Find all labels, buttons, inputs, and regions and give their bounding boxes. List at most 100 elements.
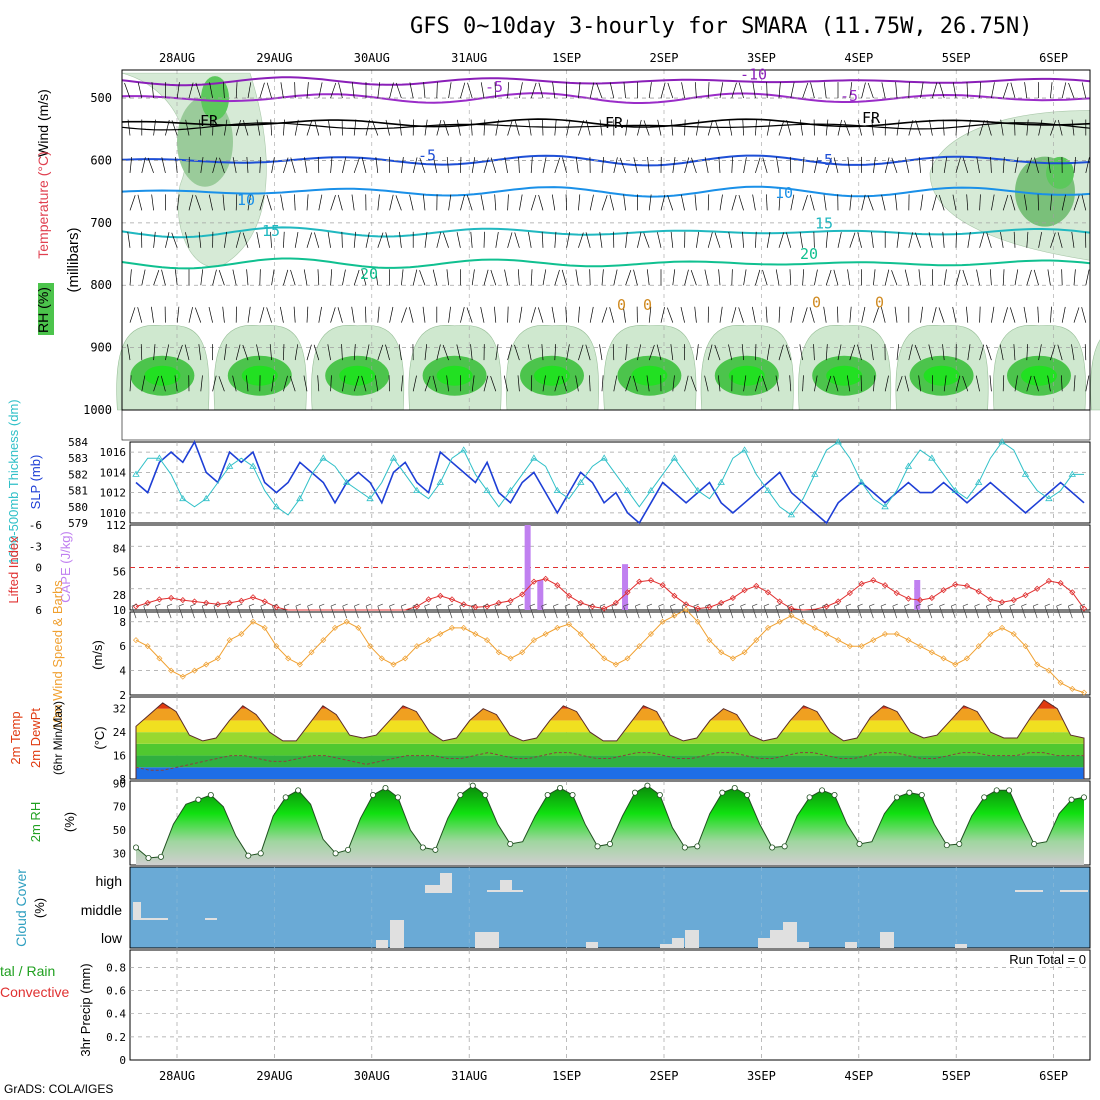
wind-barb bbox=[837, 232, 842, 248]
wind-barb bbox=[578, 82, 581, 99]
wind-barb bbox=[755, 119, 757, 136]
rh2m-point bbox=[644, 782, 651, 789]
wind-barb bbox=[857, 232, 862, 248]
wind10-barb bbox=[553, 603, 559, 607]
lifted-index-point bbox=[507, 597, 514, 604]
wind-barb bbox=[433, 157, 438, 174]
wind-barb bbox=[905, 157, 910, 174]
wind10-barb bbox=[751, 605, 757, 619]
wind10-barb bbox=[412, 603, 419, 607]
rh2m-point bbox=[145, 855, 152, 862]
wind10-barb bbox=[986, 603, 992, 607]
wind10-barb bbox=[213, 605, 219, 619]
lifted-index-point bbox=[179, 597, 186, 604]
wind10-barb bbox=[225, 605, 230, 619]
wind-barb bbox=[353, 119, 357, 136]
thickness-point bbox=[179, 494, 187, 502]
wind-barb bbox=[1000, 231, 1004, 248]
wind-barb bbox=[976, 157, 980, 173]
wind-barb bbox=[955, 375, 961, 392]
wind10-point bbox=[530, 637, 537, 644]
wind10-barb bbox=[260, 605, 266, 619]
wind-barb bbox=[613, 375, 618, 392]
wind-barb bbox=[517, 375, 520, 392]
wind-barb bbox=[707, 344, 713, 361]
lifted-index-point bbox=[718, 599, 725, 606]
wind-barb bbox=[247, 306, 251, 323]
wind10-barb bbox=[471, 605, 476, 619]
wind-barb bbox=[442, 344, 449, 361]
wind-barb bbox=[765, 306, 768, 323]
wind-barb bbox=[424, 376, 431, 392]
wind-barb bbox=[991, 306, 995, 323]
wind-barb bbox=[989, 269, 992, 286]
wind-barb bbox=[208, 194, 213, 211]
wind-barb bbox=[446, 269, 449, 286]
rh2m-point bbox=[507, 841, 514, 848]
wind10-point bbox=[671, 612, 678, 619]
wind10-barb bbox=[459, 605, 465, 619]
wind-barb bbox=[612, 344, 615, 361]
wind-barb bbox=[847, 269, 851, 286]
wind-barb bbox=[188, 194, 194, 211]
date-label-bottom: 4SEP bbox=[844, 1069, 873, 1083]
date-label-top: 30AUG bbox=[354, 51, 390, 65]
wind-barb bbox=[704, 157, 709, 174]
lifted-index-point bbox=[519, 591, 526, 598]
thickness-point bbox=[974, 478, 983, 485]
wind-barb bbox=[979, 232, 985, 248]
wind-barb bbox=[266, 307, 272, 323]
wind10-barb bbox=[997, 603, 1004, 607]
contour-label: FR bbox=[605, 114, 624, 132]
wind-barb bbox=[198, 344, 202, 361]
wind-barb bbox=[470, 119, 473, 136]
wind-barb bbox=[589, 82, 595, 99]
wind10-point bbox=[133, 637, 139, 644]
wind-barb bbox=[648, 344, 655, 361]
wind-barb bbox=[667, 195, 674, 211]
wind10-barb bbox=[1067, 605, 1073, 619]
wind10-barb bbox=[950, 605, 956, 619]
wind-barb bbox=[1038, 232, 1042, 248]
wind-barb bbox=[495, 119, 499, 136]
wind10-point bbox=[1069, 685, 1076, 692]
wind-barb bbox=[704, 375, 709, 392]
wind-barb bbox=[365, 344, 370, 361]
wind-barb bbox=[719, 82, 724, 99]
wind10-point bbox=[425, 637, 432, 644]
thickness-point bbox=[787, 511, 796, 518]
wind10-barb bbox=[798, 603, 805, 607]
wind-barb bbox=[943, 269, 947, 286]
wind-barb bbox=[823, 194, 827, 211]
lifted-index-point bbox=[647, 577, 655, 584]
wind-barb bbox=[825, 119, 829, 136]
rh2m-point bbox=[257, 850, 264, 857]
wind-barb bbox=[778, 306, 781, 323]
wind-barb bbox=[1026, 157, 1033, 174]
wind-barb bbox=[908, 82, 910, 99]
wind-barb bbox=[140, 344, 143, 361]
wind-barb bbox=[1061, 306, 1066, 323]
wind-barb bbox=[896, 119, 900, 136]
wind10-barb bbox=[600, 603, 606, 607]
wind-barb bbox=[813, 231, 815, 248]
wind-barb bbox=[601, 269, 604, 286]
lifted-index-point bbox=[893, 589, 900, 597]
lifted-index-point bbox=[624, 589, 631, 596]
wind-barb bbox=[551, 194, 556, 211]
wind-barb bbox=[643, 120, 650, 136]
wind-barb bbox=[490, 157, 497, 174]
wind-barb bbox=[353, 269, 360, 286]
wind-barb bbox=[1033, 269, 1039, 286]
contour-label: FR bbox=[862, 109, 881, 127]
temp2m-line bbox=[135, 699, 1085, 779]
rh2m-point bbox=[157, 853, 164, 860]
wind-barb bbox=[825, 375, 832, 392]
wind-barb bbox=[1047, 269, 1051, 286]
rh2m-point bbox=[781, 843, 788, 850]
wind-barb bbox=[955, 157, 961, 174]
wind10-barb bbox=[740, 603, 746, 607]
wind-barb bbox=[873, 307, 879, 323]
wind-barb bbox=[351, 306, 355, 323]
wind10-barb bbox=[716, 605, 722, 619]
